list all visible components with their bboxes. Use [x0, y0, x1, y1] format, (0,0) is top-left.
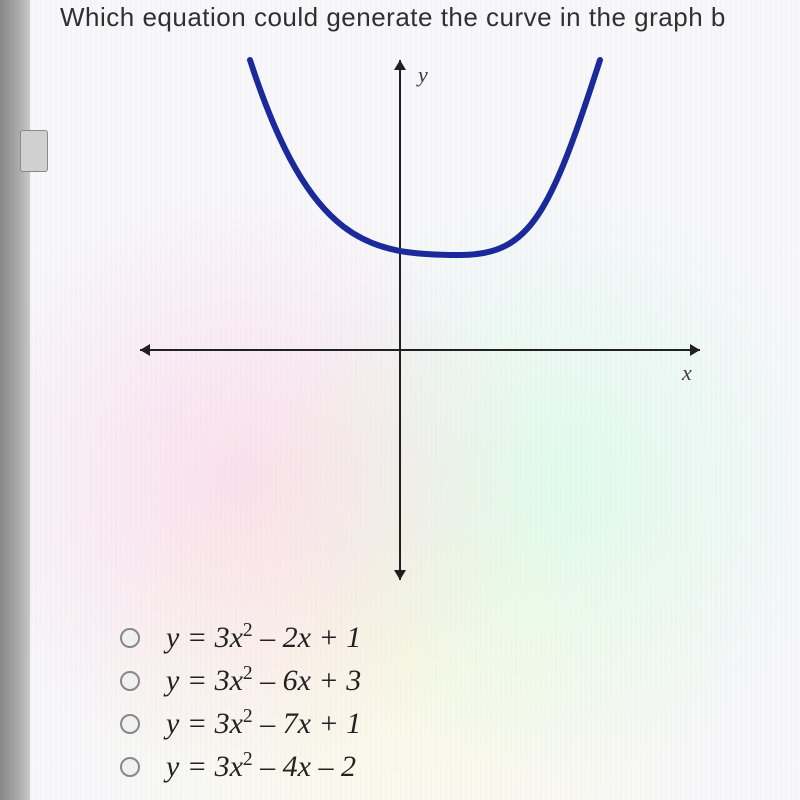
question-text: Which equation could generate the curve … [50, 0, 790, 43]
answer-option-4[interactable]: y = 3x2 – 4x – 2 [120, 749, 361, 784]
answer-option-1[interactable]: y = 3x2 – 2x + 1 [120, 620, 361, 655]
radio-icon[interactable] [120, 671, 140, 691]
answer-option-3[interactable]: y = 3x2 – 7x + 1 [120, 706, 361, 741]
equation-text: y = 3x2 – 2x + 1 [166, 620, 361, 655]
answer-options: y = 3x2 – 2x + 1 y = 3x2 – 6x + 3 y = 3x2 … [120, 620, 361, 792]
svg-text:y: y [416, 62, 428, 87]
svg-text:x: x [681, 360, 692, 385]
radio-icon[interactable] [120, 757, 140, 777]
graph-container: yx [100, 40, 740, 600]
side-tab-handle[interactable] [20, 130, 48, 172]
parabola-graph: yx [100, 40, 740, 600]
radio-icon[interactable] [120, 628, 140, 648]
equation-text: y = 3x2 – 6x + 3 [166, 663, 361, 698]
equation-text: y = 3x2 – 4x – 2 [166, 749, 356, 784]
equation-text: y = 3x2 – 7x + 1 [166, 706, 361, 741]
window-edge-strip [0, 0, 30, 800]
radio-icon[interactable] [120, 714, 140, 734]
question-content: Which equation could generate the curve … [50, 0, 790, 800]
answer-option-2[interactable]: y = 3x2 – 6x + 3 [120, 663, 361, 698]
